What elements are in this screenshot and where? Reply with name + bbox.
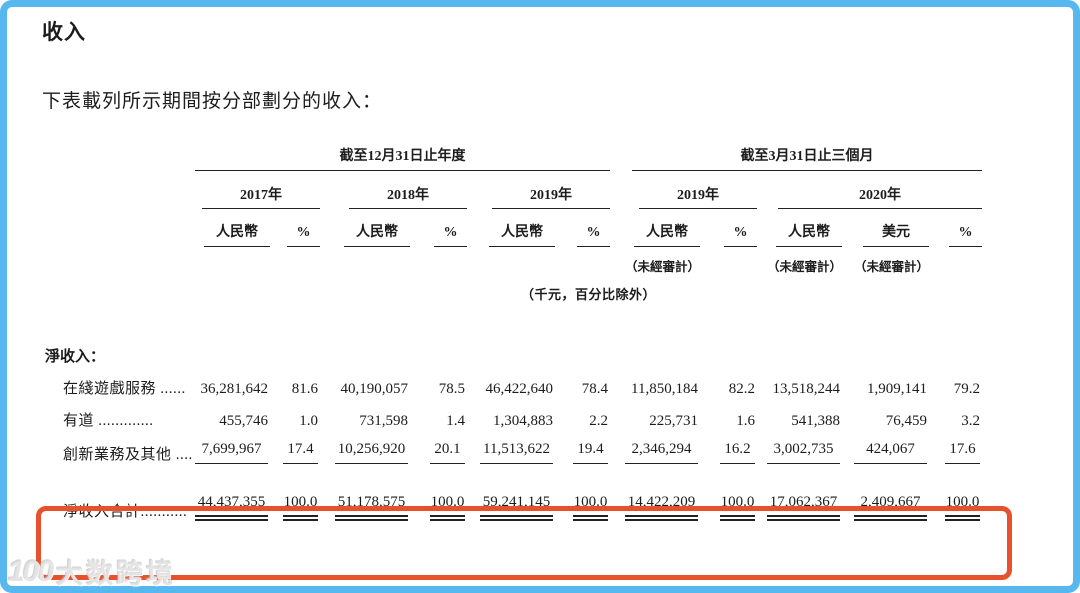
table-cell: 1.6 bbox=[736, 413, 755, 429]
table-cell: 17.6 bbox=[945, 441, 980, 464]
col-header-rmb: 人民幣 bbox=[634, 221, 700, 247]
total-cell: 17,062,367 bbox=[767, 494, 840, 521]
table-cell: 731,598 bbox=[359, 413, 408, 429]
row-label: 創新業務及其他 .... bbox=[63, 447, 193, 463]
currency-header-row: 人民幣 % 人民幣 % 人民幣 % 人民幣 % 人民幣 美元 % bbox=[40, 209, 982, 247]
group-header-row: 截至12月31日止年度 截至3月31日止三個月 bbox=[40, 145, 982, 171]
col-header-pct: % bbox=[949, 225, 982, 247]
section-row: 淨收入： bbox=[40, 303, 982, 366]
total-cell: 59,241,145 bbox=[480, 494, 553, 521]
table-row-youdao: 有道 ............. 455,746 1.0 731,598 1.4… bbox=[40, 398, 982, 430]
total-cell: 51,178,575 bbox=[335, 494, 408, 521]
year-header-2018: 2018年 bbox=[349, 184, 467, 209]
table-cell: 225,731 bbox=[649, 413, 698, 429]
revenue-table: 截至12月31日止年度 截至3月31日止三個月 2017年 2018年 2019… bbox=[40, 145, 982, 521]
intro-text: 下表載列所示期間按分部劃分的收入： bbox=[42, 91, 383, 112]
col-header-pct: % bbox=[724, 225, 757, 247]
col-header-rmb: 人民幣 bbox=[776, 221, 842, 247]
table-cell: 455,746 bbox=[219, 413, 268, 429]
unaudited-note: （未經審計） bbox=[853, 260, 929, 274]
table-cell: 20.1 bbox=[430, 441, 465, 464]
table-row-innovative-businesses: 創新業務及其他 .... 7,699,967 17.4 10,256,920 2… bbox=[40, 430, 982, 464]
table-cell: 3.2 bbox=[961, 413, 980, 429]
table-cell: 78.5 bbox=[438, 381, 465, 397]
row-label: 在綫遊戲服務 ...... bbox=[63, 381, 186, 397]
table-cell: 46,422,640 bbox=[485, 381, 554, 397]
table-cell: 541,388 bbox=[791, 413, 840, 429]
col-header-rmb: 人民幣 bbox=[204, 221, 270, 247]
unaudited-note: （未經審計） bbox=[766, 260, 842, 274]
row-label: 有道 ............. bbox=[63, 413, 154, 429]
table-cell: 17.4 bbox=[283, 441, 318, 464]
watermark-text: 大数跨境 bbox=[56, 559, 177, 589]
table-cell: 79.2 bbox=[953, 381, 980, 397]
table-cell: 424,067 bbox=[854, 441, 927, 464]
col-header-pct: % bbox=[577, 225, 610, 247]
table-cell: 1,304,883 bbox=[493, 413, 553, 429]
total-cell: 100.0 bbox=[720, 494, 755, 521]
year-header-2017: 2017年 bbox=[202, 184, 320, 209]
units-note: （千元，百分比除外） bbox=[520, 287, 656, 302]
col-header-rmb: 人民幣 bbox=[489, 221, 555, 247]
table-cell: 19.4 bbox=[573, 441, 608, 464]
table-cell: 1.0 bbox=[299, 413, 318, 429]
total-cell: 14,422,209 bbox=[625, 494, 698, 521]
col-header-usd: 美元 bbox=[863, 221, 929, 247]
table-row-online-games: 在綫遊戲服務 ...... 36,281,642 81.6 40,190,057… bbox=[40, 366, 982, 398]
col-header-rmb: 人民幣 bbox=[344, 221, 410, 247]
table-cell: 1.4 bbox=[446, 413, 465, 429]
year-header-2019: 2019年 bbox=[492, 184, 610, 209]
table-cell: 1,909,141 bbox=[867, 381, 927, 397]
table-cell: 10,256,920 bbox=[335, 441, 408, 464]
group-header-annual: 截至12月31日止年度 bbox=[195, 145, 610, 171]
section-label: 淨收入： bbox=[45, 349, 106, 365]
total-cell: 44,437,355 bbox=[195, 494, 268, 521]
table-cell: 82.2 bbox=[728, 381, 755, 397]
total-row-label: 淨收入合計........... bbox=[63, 504, 188, 520]
year-header-q1-2020: 2020年 bbox=[778, 184, 982, 209]
total-cell: 2,409,667 bbox=[854, 494, 927, 521]
table-cell: 76,459 bbox=[885, 413, 927, 429]
total-cell: 100.0 bbox=[573, 494, 608, 521]
table-cell: 78.4 bbox=[581, 381, 608, 397]
table-cell: 40,190,057 bbox=[340, 381, 409, 397]
table-cell: 2.2 bbox=[589, 413, 608, 429]
table-cell: 11,850,184 bbox=[631, 381, 698, 397]
total-cell: 100.0 bbox=[430, 494, 465, 521]
year-header-row: 2017年 2018年 2019年 2019年 2020年 bbox=[40, 171, 982, 209]
group-header-quarterly: 截至3月31日止三個月 bbox=[632, 145, 982, 171]
table-cell: 11,513,622 bbox=[480, 441, 553, 464]
units-note-row: （千元，百分比除外） bbox=[40, 275, 982, 303]
table-cell: 7,699,967 bbox=[195, 441, 268, 464]
unaudited-note: （未經審計） bbox=[624, 260, 700, 274]
table-cell: 13,518,244 bbox=[772, 381, 841, 397]
page-title: 收入 bbox=[42, 21, 86, 44]
year-header-q1-2019: 2019年 bbox=[639, 184, 757, 209]
watermark: 100 大数跨境 bbox=[8, 552, 176, 591]
total-cell: 100.0 bbox=[945, 494, 980, 521]
col-header-pct: % bbox=[434, 225, 467, 247]
table-cell: 16.2 bbox=[720, 441, 755, 464]
table-cell: 36,281,642 bbox=[200, 381, 269, 397]
watermark-logo: 100 bbox=[8, 554, 54, 588]
col-header-pct: % bbox=[287, 225, 320, 247]
table-cell: 2,346,294 bbox=[625, 441, 698, 464]
total-cell: 100.0 bbox=[283, 494, 318, 521]
table-cell: 3,002,735 bbox=[767, 441, 840, 464]
unaudited-row: （未經審計） （未經審計） （未經審計） bbox=[40, 247, 982, 275]
table-cell: 81.6 bbox=[291, 381, 318, 397]
table-row-total: 淨收入合計........... 44,437,355 100.0 51,178… bbox=[40, 490, 982, 521]
